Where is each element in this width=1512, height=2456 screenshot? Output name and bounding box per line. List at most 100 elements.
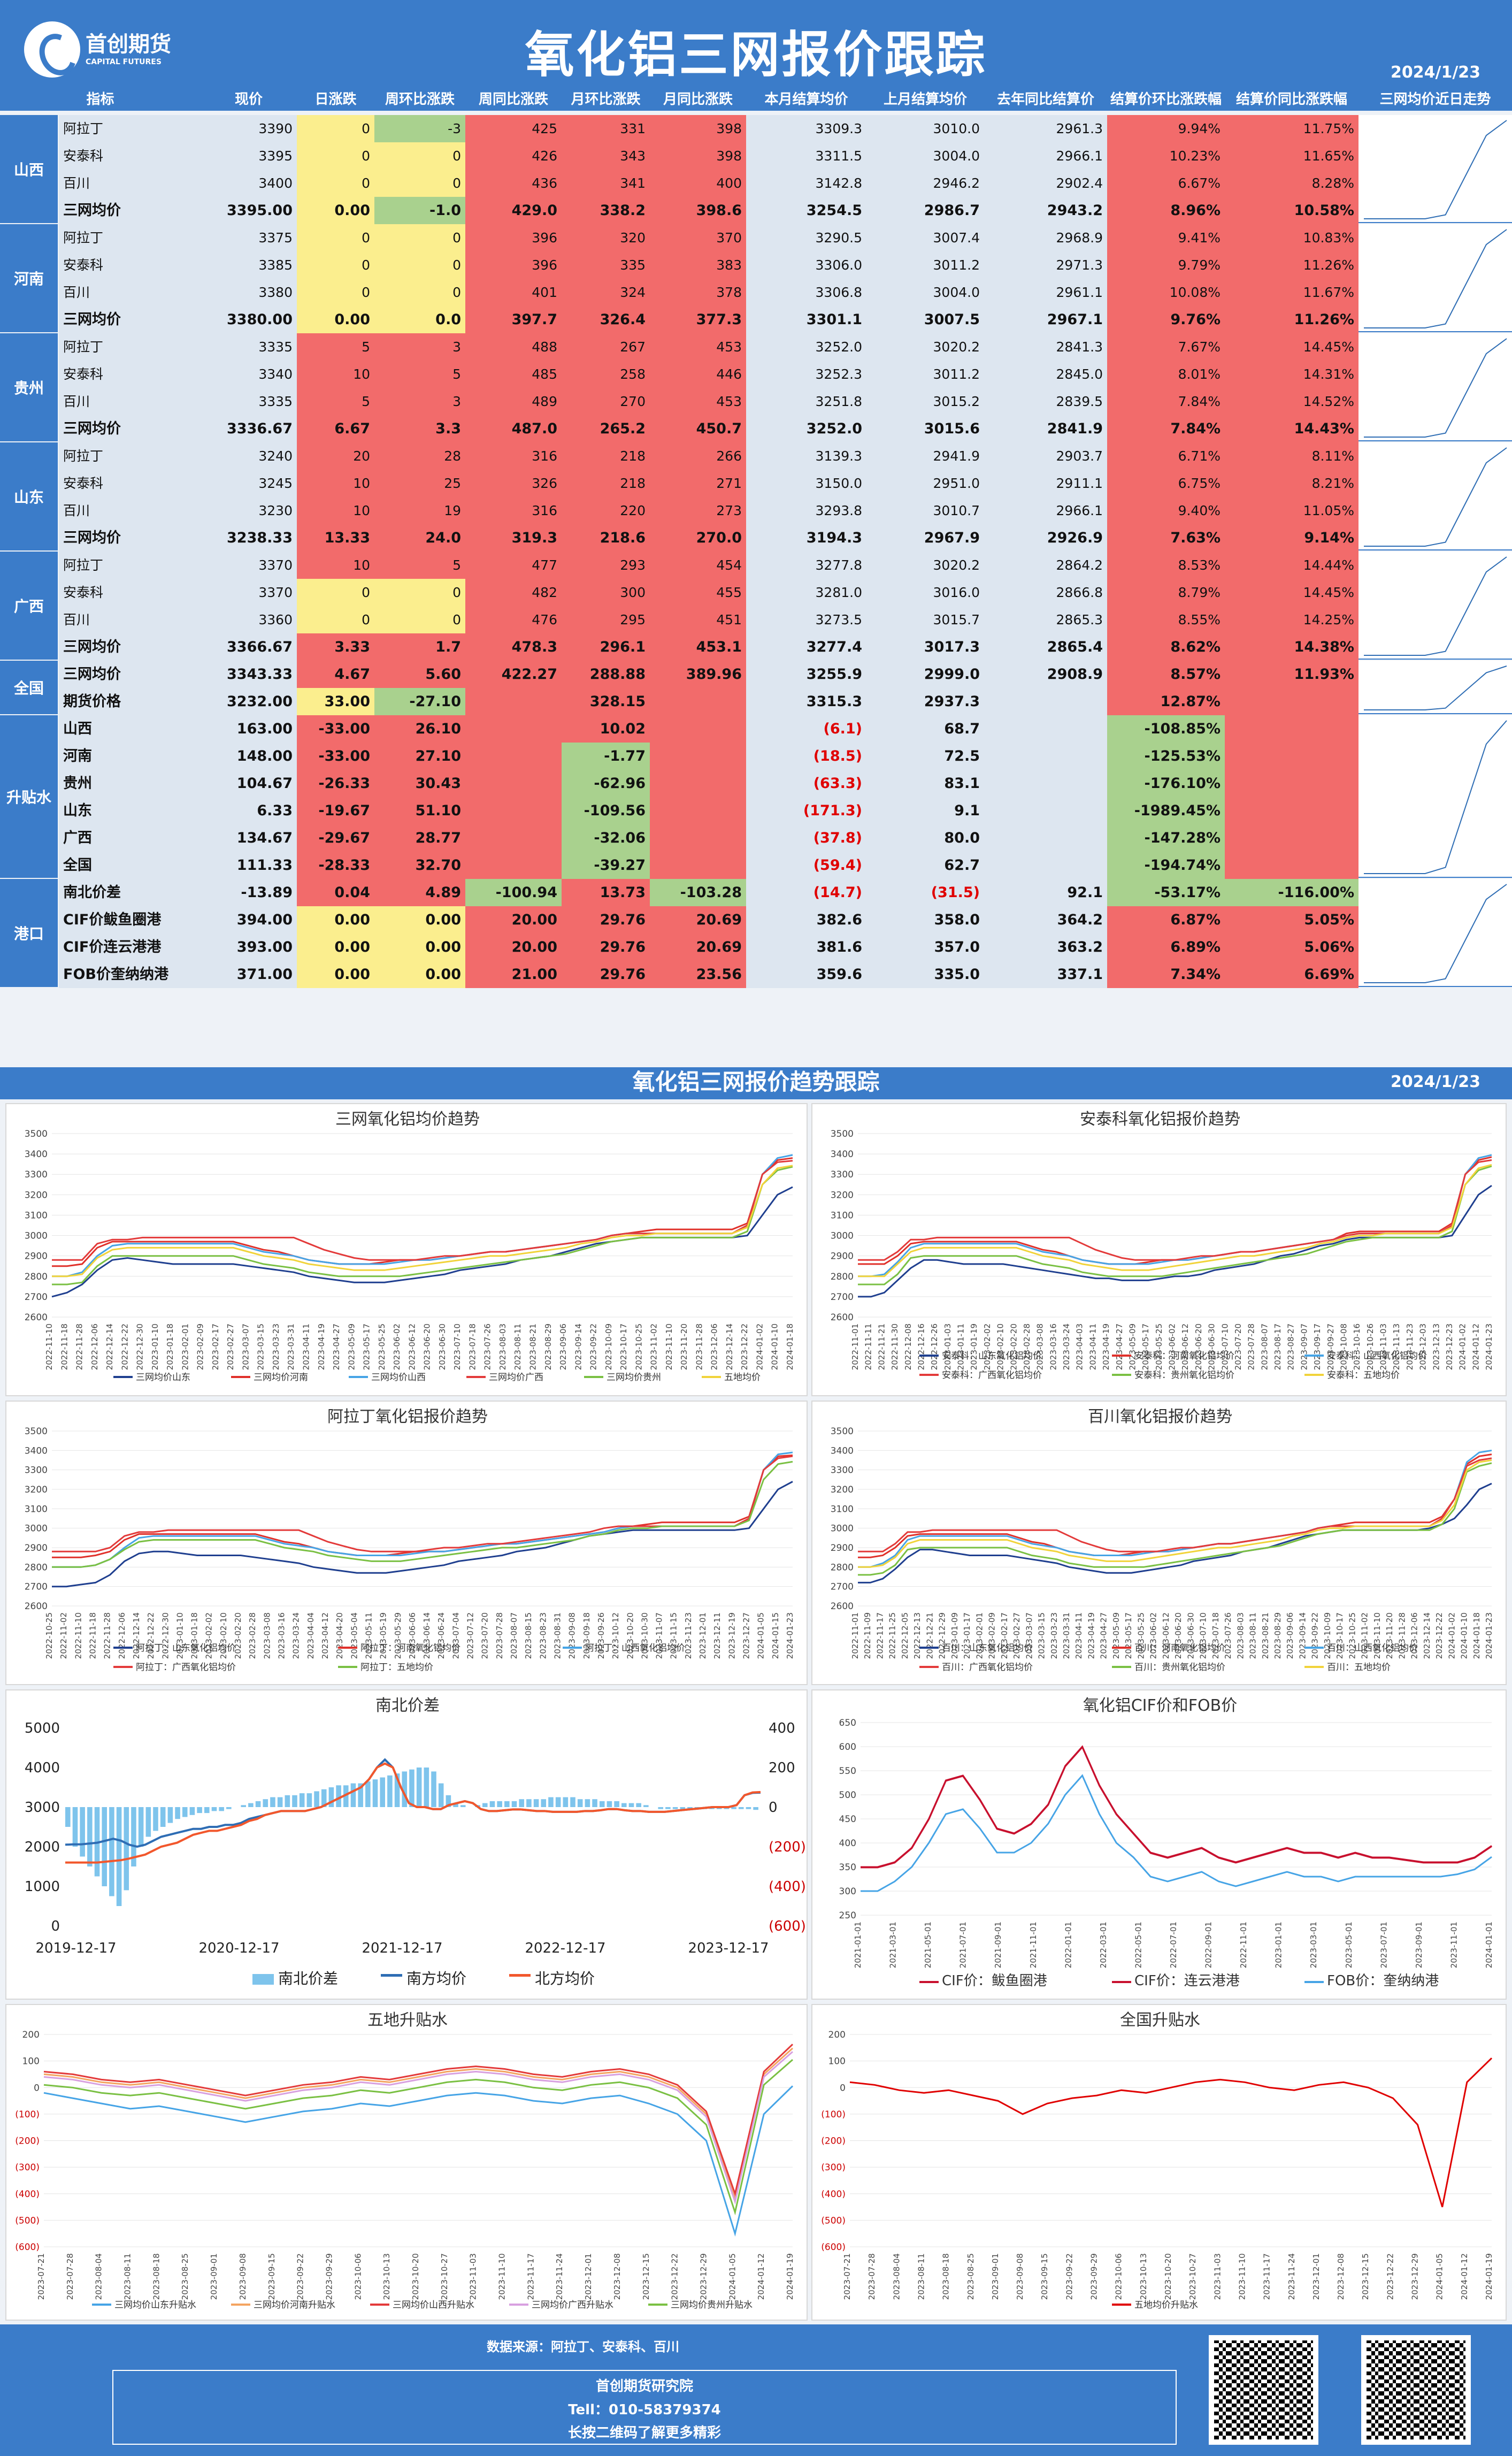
legend-label: 三网均价河南	[254, 1372, 308, 1383]
table-cell: 3343.33	[201, 661, 297, 688]
table-cell: 8.96%	[1107, 197, 1225, 224]
table-cell: 9.40%	[1107, 497, 1225, 524]
table-cell: 19	[374, 497, 465, 524]
table-cell: 3251.8	[746, 388, 866, 415]
row-label: 安泰科	[59, 470, 201, 497]
trend-sparkline	[1364, 720, 1507, 874]
table-cell: 0.00	[297, 306, 374, 333]
legend-label: 阿拉丁：山东氧化铝均价	[136, 1643, 236, 1654]
x-tick-label: 2023-09-22	[1064, 2253, 1074, 2300]
table-cell: 3255.9	[746, 661, 866, 688]
table-cell: 2986.7	[866, 197, 984, 224]
table-cell: -1.0	[374, 197, 465, 224]
table-cell: -108.85%	[1107, 715, 1225, 743]
table-cell	[650, 715, 746, 743]
spread-bar	[299, 1793, 305, 1807]
region-label: 山西	[0, 115, 58, 223]
table-cell	[984, 743, 1107, 770]
x-tick-label: 2023-01-09	[950, 1612, 960, 1659]
trend-sparkline-cell	[1359, 661, 1512, 714]
series-line	[858, 1164, 1492, 1277]
table-cell: 10.23%	[1107, 142, 1225, 170]
spread-bar	[409, 1769, 415, 1807]
table-cell: 5.05%	[1225, 906, 1359, 934]
y-tick-label: 3200	[831, 1485, 854, 1495]
table-cell: 134.67	[201, 824, 297, 852]
spread-bar	[402, 1771, 408, 1807]
spread-bar	[102, 1807, 107, 1886]
x-tick-label: 2023-04-19	[317, 1323, 326, 1370]
x-tick-label: 2023-03-24	[291, 1612, 301, 1659]
y-tick-label: (400)	[821, 2189, 846, 2200]
x-tick-label: 2023-03-16	[1048, 1323, 1058, 1370]
y-tick-label: 3400	[25, 1149, 48, 1160]
table-cell: 3336.67	[201, 415, 297, 442]
table-cell	[465, 824, 562, 852]
table-cell: (6.1)	[746, 715, 866, 743]
table-cell	[465, 770, 562, 797]
table-cell: 9.94%	[1107, 115, 1225, 142]
table-cell: 335	[562, 251, 650, 279]
series-line	[858, 1459, 1492, 1568]
table-cell: 2999.0	[866, 661, 984, 688]
table-cell: 3400	[201, 170, 297, 197]
chart-panel: 五地升贴水 (600) (500) (400) (300) (200) (100) 0 100 2…	[5, 2004, 808, 2321]
x-tick-label: 2023-09-01	[991, 2253, 1000, 2300]
spread-bar	[628, 1803, 634, 1807]
qr-code-icon[interactable]	[1361, 2335, 1471, 2445]
table-cell: 12.87%	[1107, 688, 1225, 715]
x-tick-label: 2022-12-14	[105, 1323, 114, 1370]
table-cell: 8.53%	[1107, 552, 1225, 579]
x-tick-label: 2023-12-01	[698, 1612, 708, 1659]
x-tick-label: 2022-12-26	[930, 1323, 939, 1370]
table-cell: 24.0	[374, 524, 465, 552]
x-tick-label: 2022-12-17	[525, 1940, 605, 1956]
spread-bar	[160, 1807, 166, 1827]
table-cell: 476	[465, 606, 562, 633]
table-cell: 6.69%	[1225, 961, 1359, 988]
price-table: 指标 现价 日涨跌 周环比涨跌 周同比涨跌 月环比涨跌 月同比涨跌 本月结算均价 上月结算均价去…	[0, 88, 1512, 1067]
x-tick-label: 2023-11-02	[1360, 1612, 1370, 1659]
spread-bar	[248, 1803, 254, 1807]
sparkline-path	[1364, 665, 1507, 710]
table-cell: 28.77	[374, 824, 465, 852]
legend-label: 安泰科：五地均价	[1327, 1370, 1400, 1381]
region-label: 河南	[0, 224, 58, 332]
spread-bar	[643, 1805, 649, 1807]
y2-tick-label: (200)	[769, 1839, 806, 1855]
x-tick-label: 2023-06-30	[438, 1323, 447, 1370]
x-tick-label: 2024-01-05	[756, 1612, 766, 1659]
qr-code-icon[interactable]	[1209, 2335, 1318, 2445]
x-tick-label: 2023-09-14	[573, 1323, 583, 1370]
x-tick-label: 2023-04-04	[306, 1612, 316, 1659]
table-cell: 482	[465, 579, 562, 606]
chart-title: 三网氧化铝均价趋势	[335, 1110, 480, 1129]
spread-bar	[167, 1807, 173, 1823]
spread-bar	[72, 1807, 78, 1847]
x-tick-label: 2023-11-17	[1262, 2253, 1272, 2300]
series-line	[849, 2057, 1493, 2208]
legend-label: 阿拉丁：广西氧化铝均价	[136, 1662, 236, 1673]
spread-bar	[116, 1807, 122, 1906]
chart-title: 五地升贴水	[367, 2011, 448, 2030]
x-tick-label: 2023-09-08	[238, 2253, 248, 2300]
table-cell	[650, 797, 746, 824]
x-tick-label: 2023-11-10	[497, 2253, 507, 2300]
series-line	[52, 1481, 793, 1588]
table-cell: 3004.0	[866, 279, 984, 306]
x-tick-label: 2023-12-22	[1385, 2253, 1395, 2300]
table-cell: 2903.7	[984, 442, 1107, 470]
table-cell: 3290.5	[746, 224, 866, 251]
table-cell: 4.89	[374, 879, 465, 906]
table-cell: 382.6	[746, 906, 866, 934]
x-tick-label: 2023-10-09	[1323, 1612, 1332, 1659]
column-header: 结算价环比涨跌幅	[1107, 88, 1225, 111]
table-cell: 3150.0	[746, 470, 866, 497]
series-line	[43, 2059, 793, 2216]
legend-label: 阿拉丁：五地均价	[360, 1662, 433, 1673]
x-tick-label: 2023-06-12	[1161, 1612, 1171, 1659]
x-tick-label: 2023-09-01	[1414, 1922, 1424, 1968]
table-cell: 363.2	[984, 934, 1107, 961]
y-tick-label: 3000	[831, 1231, 854, 1242]
x-tick-label: 2023-10-06	[353, 2253, 363, 2300]
